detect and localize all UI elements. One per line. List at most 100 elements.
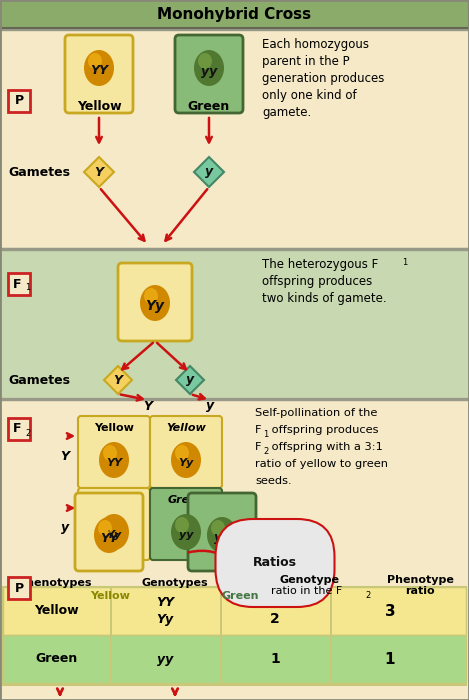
Text: Yellow: Yellow [94,495,134,505]
Text: Yy: Yy [106,530,121,540]
Text: YY: YY [100,531,118,545]
Bar [0,28,469,29]
Bar [3,587,466,685]
Text: Y: Y [113,374,122,386]
Text: y: y [186,374,194,386]
Ellipse shape [171,514,201,550]
Polygon shape [176,366,204,394]
Ellipse shape [207,517,237,553]
Ellipse shape [211,520,225,536]
Text: Y: Y [144,400,152,412]
Text: Phenotype: Phenotype [386,575,454,585]
Text: 2: 2 [365,591,370,600]
Text: gamete.: gamete. [262,106,311,119]
Text: yy: yy [201,64,217,78]
FancyBboxPatch shape [78,488,150,560]
Text: The heterozygous F: The heterozygous F [262,258,378,271]
Text: 2: 2 [270,612,280,626]
FancyBboxPatch shape [175,35,243,113]
Text: Each homozygous: Each homozygous [262,38,369,51]
Text: only one kind of: only one kind of [262,89,356,102]
Text: yy: yy [157,652,173,666]
Ellipse shape [84,50,114,86]
Ellipse shape [144,288,158,304]
Text: Green: Green [167,495,205,505]
Text: 2: 2 [263,447,268,456]
Bar [0,248,469,398]
Bar [0,28,469,248]
Polygon shape [84,157,114,187]
Ellipse shape [99,442,129,478]
Text: yy: yy [179,530,193,540]
FancyBboxPatch shape [65,35,133,113]
Text: Self-pollination of the: Self-pollination of the [255,408,378,418]
FancyBboxPatch shape [150,488,222,560]
Ellipse shape [175,445,189,461]
FancyBboxPatch shape [75,493,143,571]
Text: 1: 1 [385,652,395,666]
Text: ratio in the F: ratio in the F [272,586,343,596]
Text: YY: YY [106,458,122,468]
Bar [0,398,469,400]
Text: Yy: Yy [178,458,194,468]
Text: Y: Y [94,165,104,178]
Ellipse shape [88,53,102,69]
Bar [8,273,30,295]
Bar [0,398,469,573]
Bar [8,577,30,599]
Text: 3: 3 [385,603,395,619]
Text: F: F [13,423,21,435]
Text: P: P [15,94,23,108]
Text: Yellow: Yellow [34,605,78,617]
FancyBboxPatch shape [188,493,256,571]
Text: yy: yy [214,531,230,545]
Text: offspring produces: offspring produces [268,425,378,435]
Ellipse shape [194,50,224,86]
Text: Genotypes: Genotypes [142,578,208,588]
Polygon shape [194,157,224,187]
Text: Green: Green [35,652,77,666]
Text: Yy: Yy [145,299,165,313]
Text: Monohybrid Cross: Monohybrid Cross [158,6,311,22]
FancyBboxPatch shape [78,416,150,488]
Ellipse shape [103,445,117,461]
Bar [3,587,466,635]
Bar [220,587,221,683]
Text: Ratios: Ratios [253,556,297,570]
Text: F: F [255,442,262,452]
Ellipse shape [98,520,112,536]
Text: y: y [206,400,214,412]
Text: 1: 1 [25,284,30,293]
Ellipse shape [99,514,129,550]
Text: ratio of yellow to green: ratio of yellow to green [255,459,388,469]
Bar [330,587,332,683]
Text: Yellow: Yellow [90,591,130,601]
Text: y: y [61,522,69,535]
Text: 1: 1 [263,430,268,439]
Text: Yy: Yy [157,612,174,626]
FancyBboxPatch shape [150,416,222,488]
Text: Gametes: Gametes [8,374,70,386]
Text: F: F [13,277,21,290]
Text: ratio: ratio [405,586,435,596]
Bar [0,0,469,28]
Text: 1: 1 [270,652,280,666]
Ellipse shape [198,53,212,69]
Bar [0,248,469,249]
Ellipse shape [103,517,117,533]
Text: Green: Green [221,591,259,601]
Text: F: F [255,425,262,435]
Text: Green: Green [188,101,230,113]
Bar [110,587,112,683]
Text: offspring produces: offspring produces [262,275,372,288]
Ellipse shape [94,517,124,553]
Text: generation produces: generation produces [262,72,385,85]
Bar [8,90,30,112]
Text: 1: 1 [270,596,280,610]
FancyBboxPatch shape [118,263,192,341]
Text: YY: YY [156,596,174,610]
Text: P: P [15,582,23,594]
Text: seeds.: seeds. [255,476,292,486]
Ellipse shape [140,285,170,321]
Ellipse shape [175,517,189,533]
